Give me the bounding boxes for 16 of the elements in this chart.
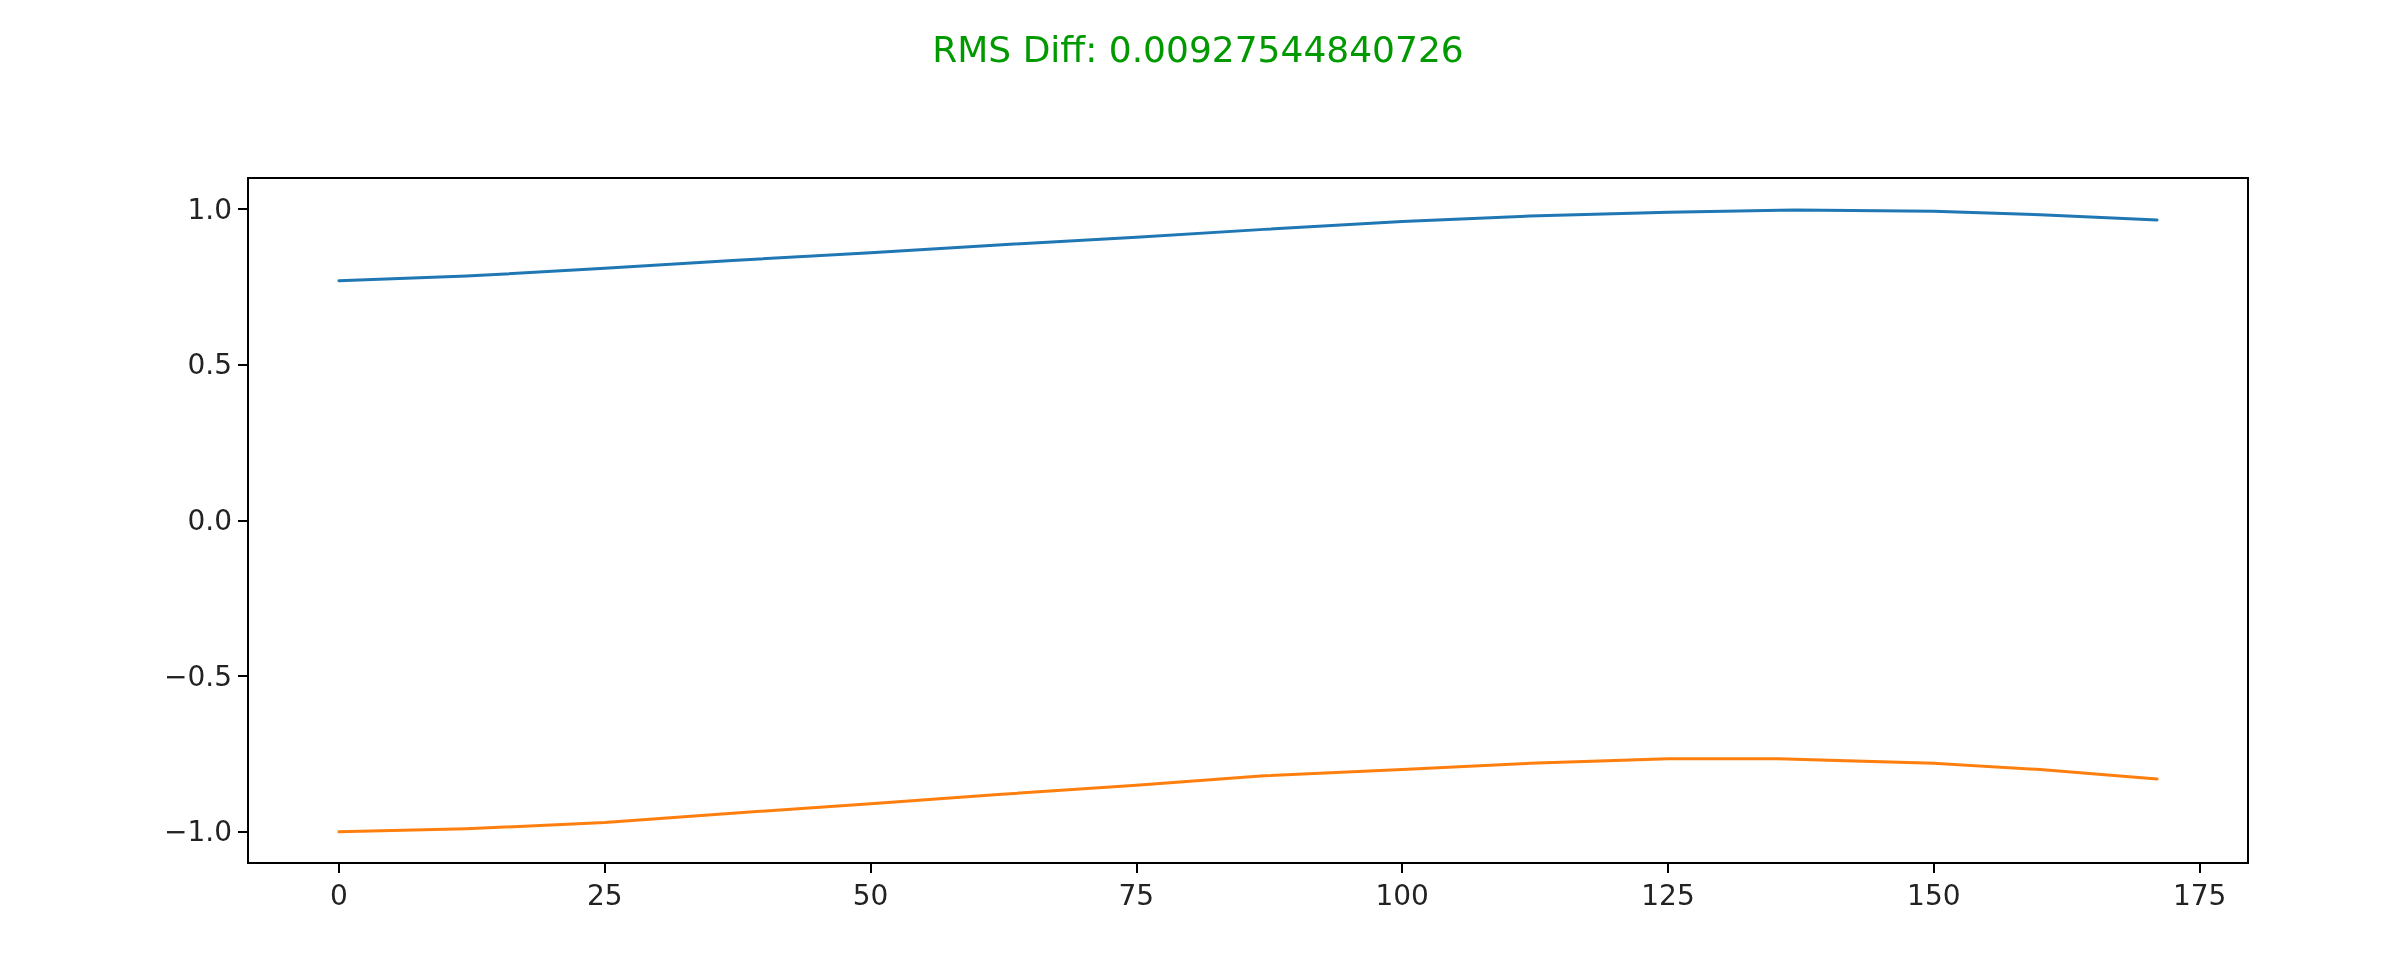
x-tick-label: 50 — [852, 878, 889, 912]
y-tick-label: 0.5 — [187, 348, 232, 382]
y-tick-label: −0.5 — [164, 659, 232, 693]
x-tick-label: 75 — [1118, 878, 1155, 912]
x-tick-label: 175 — [2172, 878, 2227, 912]
y-tick-label: −1.0 — [164, 815, 232, 849]
x-tick-label: 100 — [1375, 878, 1429, 912]
x-tick-label: 25 — [586, 878, 623, 912]
y-tick-label: 0.0 — [187, 504, 232, 537]
x-tick-label: 125 — [1641, 878, 1695, 912]
chart-title: RMS Diff: 0.00927544840726 — [932, 28, 1464, 70]
line-series — [337, 757, 2159, 834]
y-tick-label: 1.0 — [187, 192, 232, 226]
x-tick-label: 0 — [330, 878, 348, 912]
x-tick-label: 150 — [1907, 878, 1961, 912]
line-series — [337, 208, 2159, 283]
